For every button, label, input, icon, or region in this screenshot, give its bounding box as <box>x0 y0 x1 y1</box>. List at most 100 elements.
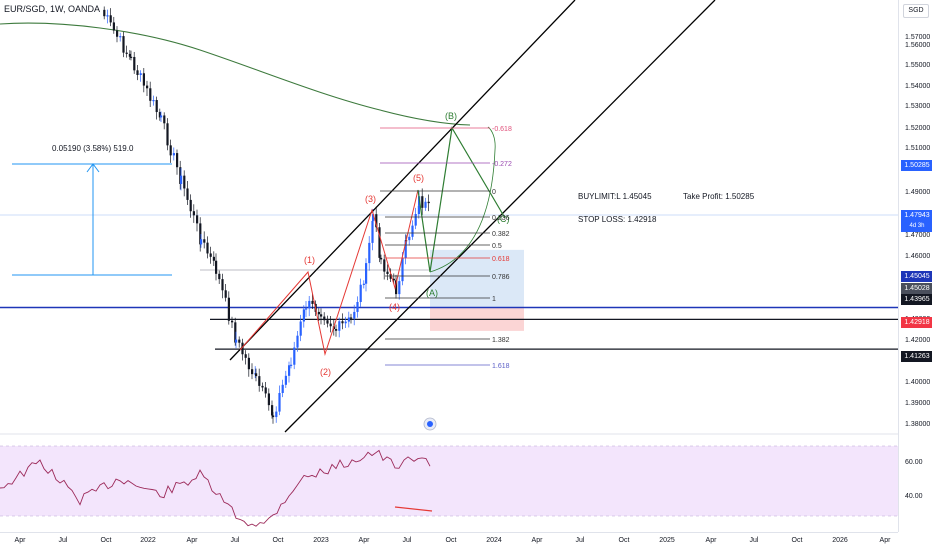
candle-body <box>163 115 166 124</box>
candle-body <box>241 342 244 355</box>
rsi-tick: 40.00 <box>905 493 923 500</box>
measure-label: 0.05190 (3.58%) 519.0 <box>52 144 134 153</box>
elliott-wave-correction <box>417 126 506 273</box>
candle-body <box>261 385 264 388</box>
candle-body <box>206 242 209 254</box>
time-label: 2025 <box>659 537 675 544</box>
time-label: Oct <box>618 537 630 544</box>
time-label: Apr <box>14 537 26 544</box>
fib-level-label: 0.236 <box>492 215 510 222</box>
candle-body <box>247 357 250 370</box>
candle-body <box>356 301 359 312</box>
candle-body <box>329 323 332 327</box>
chart-drawings[interactable]: (1) (2) (3) (4) (5) (A) (B) (C) -0.618 -0.272 0 0.2… <box>12 0 755 433</box>
wave-label: (A) <box>426 288 438 298</box>
candle-body <box>344 321 347 324</box>
time-label: Jul <box>58 537 68 544</box>
candlesticks <box>103 6 430 424</box>
candle-body <box>160 115 163 118</box>
candle-body <box>139 73 142 76</box>
divergence-line <box>394 506 433 512</box>
price-tick: 1.46000 <box>905 253 931 260</box>
candle-body <box>414 214 417 226</box>
fib-level-label: 1.618 <box>492 363 510 370</box>
candle-body <box>305 308 308 310</box>
wave-label: (4) <box>389 302 400 312</box>
wave-label: (B) <box>445 111 457 121</box>
candle-body <box>258 376 261 386</box>
candle-body <box>365 263 368 284</box>
candle-body <box>320 314 323 317</box>
candle-body <box>278 392 281 412</box>
level-price-tag: 1.43965 <box>901 294 932 305</box>
candle-body <box>368 242 371 264</box>
candle-body <box>106 15 109 17</box>
candle-body <box>155 100 158 113</box>
candle-body <box>404 240 407 258</box>
candle-body <box>293 347 296 365</box>
currency-button[interactable]: SGD <box>903 4 929 18</box>
candle-body <box>378 227 381 258</box>
time-label: Apr <box>531 537 543 544</box>
price-tick: 1.39000 <box>905 400 931 407</box>
candle-body <box>401 257 404 282</box>
price-scale[interactable]: SGD 1.57000 1.56000 1.55000 1.54000 1.53000 1… <box>898 0 932 532</box>
candle-body <box>166 123 169 146</box>
candle-body <box>271 405 274 416</box>
candle-body <box>146 85 149 89</box>
candle-body <box>427 201 430 204</box>
price-tick: 1.53000 <box>905 103 931 110</box>
candle-body <box>347 317 350 322</box>
time-label: Apr <box>705 537 717 544</box>
countdown-tag: 4d 3h <box>901 221 932 232</box>
chart-background <box>0 22 898 350</box>
candle-body <box>119 36 122 38</box>
time-label: 2023 <box>313 537 329 544</box>
price-tick: 1.54000 <box>905 83 931 90</box>
price-tick: 1.42000 <box>905 337 931 344</box>
candle-body <box>362 283 365 285</box>
candle-body <box>183 175 186 189</box>
candle-body <box>200 239 203 245</box>
time-label: Jul <box>749 537 759 544</box>
price-tick: 1.57000 <box>905 34 931 41</box>
symbol-title[interactable]: EUR/SGD, 1W, OANDA <box>4 4 101 14</box>
candle-body <box>176 153 179 168</box>
candle-body <box>152 100 155 102</box>
candle-body <box>353 311 356 319</box>
candle-body <box>196 215 199 224</box>
wave-label: (3) <box>365 194 376 204</box>
time-axis[interactable]: Apr Jul Oct 2022 Apr Jul Oct 2023 Apr Jul Oct 2024 A… <box>0 532 898 551</box>
time-label: Oct <box>272 537 284 544</box>
time-label: Jul <box>575 537 585 544</box>
candle-body <box>169 145 172 156</box>
level-price-tag: 1.41263 <box>901 351 932 362</box>
rsi-band <box>0 446 898 516</box>
candle-body <box>180 175 183 184</box>
candle-body <box>288 365 291 376</box>
candle-body <box>395 280 398 295</box>
candle-body <box>122 36 125 53</box>
fib-level-label: 0 <box>492 189 496 196</box>
candle-body <box>192 211 195 216</box>
time-label: 2026 <box>832 537 848 544</box>
time-label: Oct <box>445 537 457 544</box>
time-label: Apr <box>186 537 198 544</box>
fib-level-label: 1.382 <box>492 337 510 344</box>
fib-level-label: 0.618 <box>492 256 510 263</box>
candle-body <box>421 196 424 208</box>
candle-body <box>149 88 152 101</box>
candle-body <box>235 339 238 343</box>
candle-body <box>142 73 145 86</box>
rsi-pane <box>0 433 898 527</box>
fib-level-label: -0.272 <box>492 161 512 168</box>
candle-body <box>227 297 230 321</box>
buy-limit-price-tag: 1.45045 <box>901 271 932 282</box>
candle-body <box>221 279 224 291</box>
candle-body <box>136 70 139 76</box>
candle-body <box>383 259 386 272</box>
candle-body <box>133 56 136 71</box>
candle-body <box>212 256 215 261</box>
